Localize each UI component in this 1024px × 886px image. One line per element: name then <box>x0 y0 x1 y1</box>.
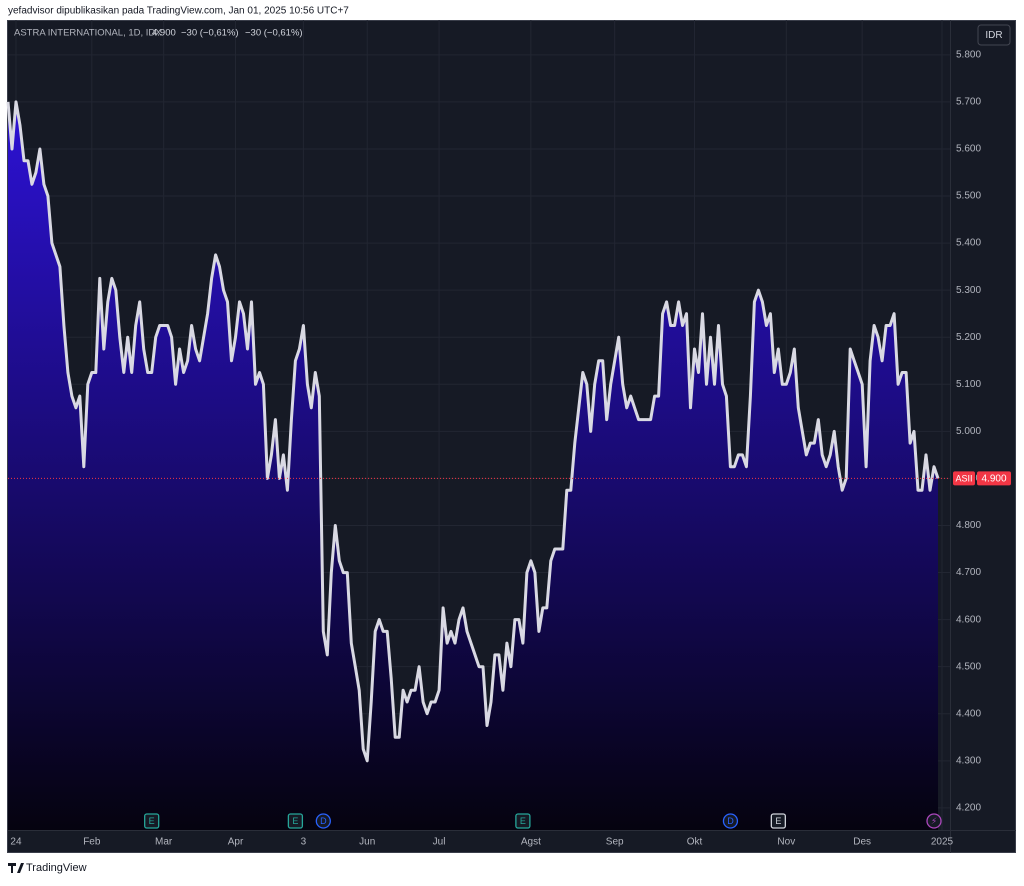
y-tick-label: 4.700 <box>956 567 981 578</box>
x-tick-label: Sep <box>606 837 624 848</box>
event-marker <box>287 813 304 829</box>
x-tick-label: Des <box>853 837 871 848</box>
area-fill <box>8 101 938 830</box>
x-tick-label: Agst <box>521 837 541 848</box>
event-label: E <box>775 816 781 826</box>
y-tick-label: 5.400 <box>956 238 981 249</box>
event-marker <box>926 813 942 829</box>
x-tick-label: Apr <box>228 837 244 848</box>
legend-close: 4.900 <box>152 28 176 39</box>
y-tick-label: 5.700 <box>956 97 981 108</box>
y-tick-label: 4.500 <box>956 661 981 672</box>
currency[interactable]: IDR <box>985 30 1002 41</box>
y-tick-label: 5.200 <box>956 332 981 343</box>
price-line <box>6 100 940 763</box>
y-tick-label: 5.600 <box>956 144 981 155</box>
event-label: E <box>292 816 298 826</box>
y-tick-label: 5.000 <box>956 426 981 437</box>
y-tick-label: 4.400 <box>956 708 981 719</box>
header: yefadvisor dipublikasikan pada TradingVi… <box>8 6 349 17</box>
footer: TradingView <box>26 862 87 874</box>
y-tick-label: 4.200 <box>956 803 981 814</box>
footer-logo <box>8 863 24 873</box>
event-marker <box>315 813 331 829</box>
legend-change-abs: −30 (−0,61%) <box>245 28 303 39</box>
y-tick-label: 5.300 <box>956 285 981 296</box>
plot <box>6 100 950 830</box>
symbol-label: ASII <box>955 473 972 483</box>
x-tick-label: Mar <box>155 837 173 848</box>
x-tick-label: 3 <box>301 837 307 848</box>
last-price-tag <box>977 471 1011 486</box>
x-tick-label: Nov <box>777 837 795 848</box>
chart-title: ASTRA INTERNATIONAL, 1D, IDX <box>14 28 162 39</box>
last-price-label: 4.900 <box>981 474 1006 485</box>
x-tick-label: Jul <box>433 837 446 848</box>
y-tick-label: 5.100 <box>956 379 981 390</box>
y-tick-label: 5.500 <box>956 191 981 202</box>
y-tick-label: 4.600 <box>956 614 981 625</box>
currency-box[interactable] <box>977 24 1011 46</box>
event-label: E <box>520 816 526 826</box>
event-label: ⚡ <box>931 816 937 826</box>
x-tick-label: 24 <box>10 837 22 848</box>
legend-change: −30 (−0,61%) <box>181 28 239 39</box>
event-label: D <box>320 816 327 826</box>
x-tick-label: 2025 <box>931 837 954 848</box>
x-tick-label: Feb <box>83 837 101 848</box>
event-marker <box>770 813 786 829</box>
event-marker <box>722 813 739 829</box>
x-tick-label: Okt <box>687 837 703 848</box>
event-label: E <box>149 816 155 826</box>
event-marker <box>144 813 160 829</box>
x-tick-label: Jun <box>359 837 375 848</box>
y-tick-label: 4.800 <box>956 520 981 531</box>
y-tick-label: 5.800 <box>956 49 981 60</box>
event-marker <box>515 813 531 829</box>
y-tick-label: 4.300 <box>956 755 981 766</box>
symbol-tag <box>953 471 975 486</box>
event-label: D <box>727 816 734 826</box>
